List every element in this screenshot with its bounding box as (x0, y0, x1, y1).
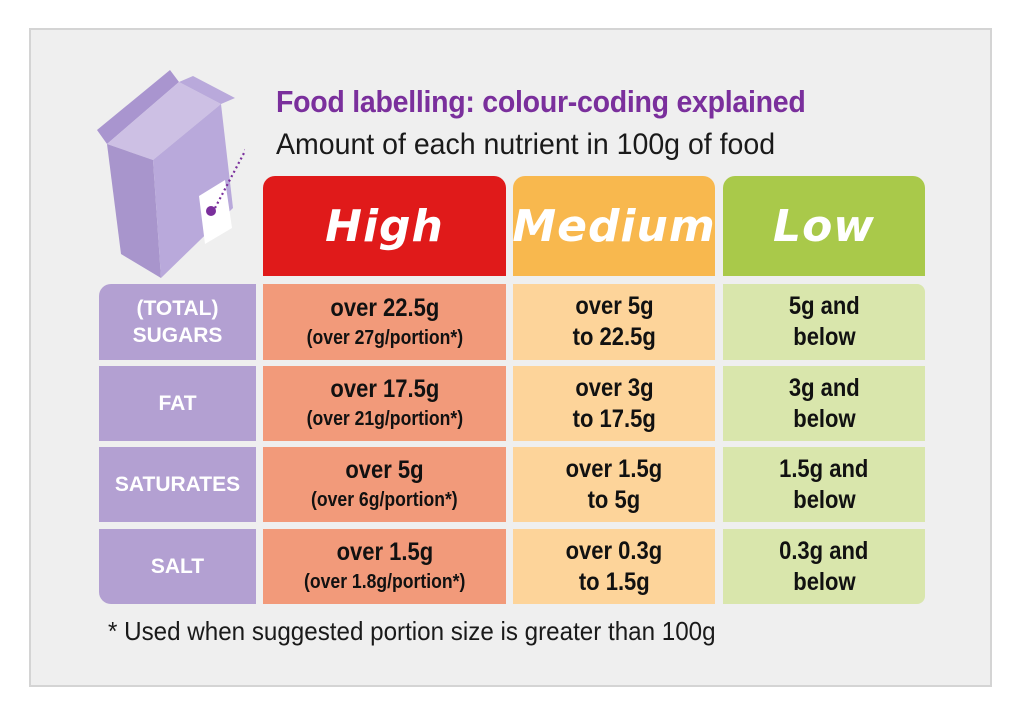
cell-value: below (792, 485, 856, 514)
cell-portion-value: (over 21g/portion*) (306, 408, 463, 430)
cell-fat-low: 3g and below (723, 366, 925, 441)
page-title: Food labelling: colour-coding explained (276, 84, 806, 119)
cell-portion-value: (over 27g/portion*) (306, 326, 463, 349)
cell-value: to 1.5g (578, 567, 650, 596)
footnote: * Used when suggested portion size is gr… (108, 616, 716, 646)
page-subtitle: Amount of each nutrient in 100g of food (276, 128, 776, 161)
cell-sugars-low: 5g and below (723, 284, 925, 360)
cell-fat-medium: over 3g to 17.5g (513, 366, 715, 441)
cell-value: 5g and (788, 292, 860, 320)
cell-value: over 0.3g (565, 536, 663, 565)
cell-saturates-medium: over 1.5g to 5g (513, 447, 715, 522)
cell-value: 0.3g and (779, 536, 869, 565)
column-header-low: Low (723, 176, 925, 276)
column-header-medium: Medium (512, 176, 715, 276)
cell-value: over 5g (345, 456, 424, 484)
row-label-fat: FAT (99, 366, 256, 441)
row-label-salt: SALT (99, 529, 256, 604)
cell-value: 1.5g and (779, 454, 869, 483)
cell-value: to 17.5g (572, 404, 656, 433)
cell-saturates-high: over 5g (over 6g/portion*) (263, 447, 506, 522)
cell-value: below (792, 567, 856, 596)
cell-salt-low: 0.3g and below (723, 529, 925, 604)
cell-portion-value: (over 1.8g/portion*) (303, 571, 466, 593)
cell-value: over 3g (574, 373, 654, 402)
cell-salt-medium: over 0.3g to 1.5g (513, 529, 715, 604)
cell-value: below (792, 404, 856, 433)
cell-value: over 1.5g (336, 538, 433, 566)
row-label-saturates: SATURATES (99, 447, 256, 522)
cell-value: to 22.5g (572, 323, 656, 351)
cell-value: over 1.5g (565, 454, 663, 483)
cell-value: 3g and (788, 373, 860, 402)
cell-value: over 17.5g (330, 375, 439, 403)
row-label-sugars: (TOTAL) SUGARS (99, 284, 256, 360)
cell-value: to 5g (587, 485, 641, 514)
cell-value: over 5g (574, 292, 654, 320)
column-header-high: High (263, 176, 506, 276)
cell-sugars-high: over 22.5g (over 27g/portion*) (263, 284, 506, 360)
cell-portion-value: (over 6g/portion*) (311, 489, 458, 511)
cell-value: below (792, 323, 856, 351)
cell-salt-high: over 1.5g (over 1.8g/portion*) (263, 529, 506, 604)
cell-saturates-low: 1.5g and below (723, 447, 925, 522)
cell-fat-high: over 17.5g (over 21g/portion*) (263, 366, 506, 441)
cell-sugars-medium: over 5g to 22.5g (513, 284, 715, 360)
cell-value: over 22.5g (330, 293, 439, 322)
cereal-box-icon (97, 70, 245, 278)
